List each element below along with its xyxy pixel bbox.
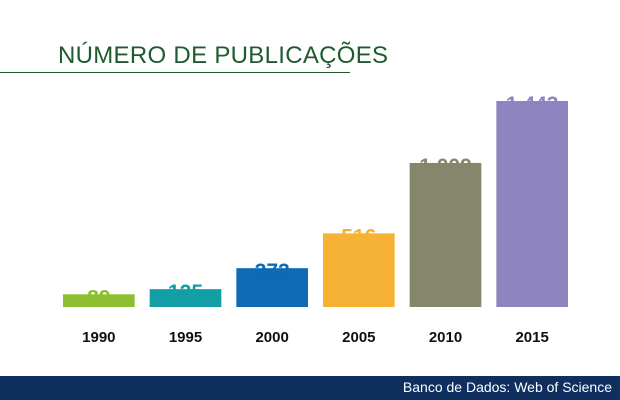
bars-group: [63, 101, 568, 307]
value-label-2010: 1.009: [419, 155, 472, 178]
footer-bar: Banco de Dados: Web of Science: [0, 376, 620, 400]
bar-2005: [323, 233, 395, 307]
x-tick-2010: 2010: [429, 329, 462, 346]
bar-1995: [149, 289, 222, 307]
bar-chart: 89 125 272 516 1.009 1.443 1990 1995 2000 2005 20…: [63, 93, 568, 346]
value-label-1990: 89: [87, 286, 110, 309]
bar-2000: [236, 268, 308, 307]
x-tick-1995: 1995: [169, 329, 202, 346]
bar-2015: [496, 101, 568, 307]
value-label-2005: 516: [341, 225, 376, 248]
x-tick-1990: 1990: [82, 329, 115, 346]
source-caption: Banco de Dados: Web of Science: [402, 379, 612, 395]
value-label-1995: 125: [168, 281, 203, 304]
value-label-2000: 272: [255, 260, 290, 283]
bar-2010: [409, 162, 482, 307]
bar-1990: [63, 294, 135, 307]
x-tick-2000: 2000: [255, 329, 288, 346]
x-tick-2015: 2015: [515, 329, 548, 346]
value-labels-group: 89 125 272 516 1.009 1.443: [87, 93, 558, 309]
title-divider: [0, 72, 350, 73]
chart-title: NÚMERO DE PUBLICAÇÕES: [58, 42, 389, 69]
x-tick-labels-group: 1990 1995 2000 2005 2010 2015: [82, 329, 549, 346]
x-tick-2005: 2005: [342, 329, 375, 346]
value-label-2015: 1.443: [506, 93, 559, 116]
